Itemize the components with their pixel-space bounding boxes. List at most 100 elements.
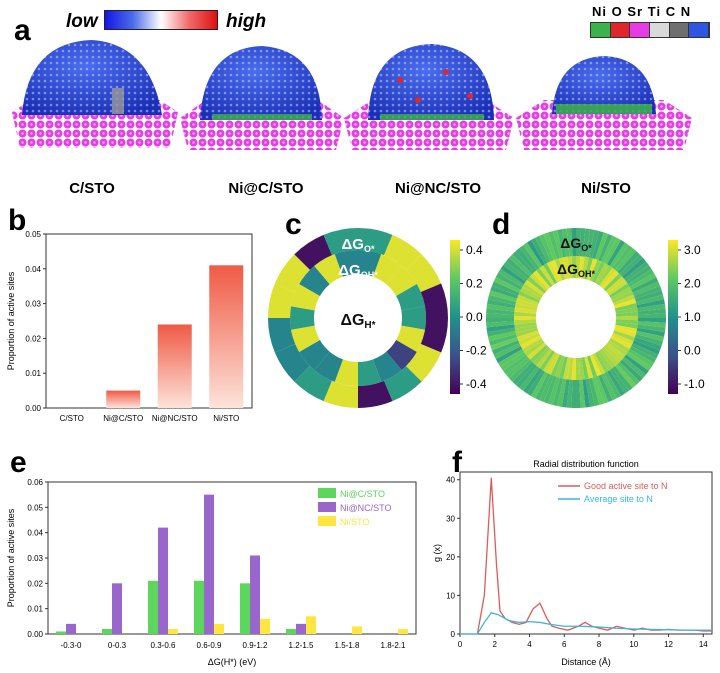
colorbar-tick-label: -0.2 [466,344,486,358]
polar-cell [598,233,613,262]
polar-cell [592,353,606,375]
polar-cell [615,315,638,321]
polar-d-rings [486,228,666,408]
polar-cell [548,376,560,405]
polar-cell [571,379,576,408]
chart-e-legend-swatch [318,502,336,512]
colorbar-tick-label: 0.0 [466,310,483,324]
chart-f-series-line [460,612,712,635]
polar-cell [543,263,558,285]
chart-e-xtick-label: 1.8-2.1 [381,641,406,650]
chart-e-ytick-label: 0.00 [27,630,43,639]
polar-cell [561,228,570,257]
chart-e-bar [158,527,168,634]
chart-e-bar [102,628,112,634]
polar-cell [609,338,630,353]
polar-cell [610,287,632,301]
polar-cell [605,276,625,294]
polar-cell [622,357,646,379]
chart-b-bar [106,390,141,408]
chart-b-xtick-label: Ni@C/STO [103,414,143,423]
polar-cell [563,256,571,279]
chart-f-ytick-label: 30 [446,514,455,523]
polar-cell [515,364,537,388]
polar-cell [604,371,621,399]
chart-e-bar [260,618,270,634]
polar-cell [626,351,652,371]
chart-b-bar [157,324,192,408]
polar-cell [635,294,665,306]
polar-cell [615,319,638,325]
polar-cell [519,245,540,270]
polar-cell [373,254,402,285]
polar-cell [314,351,343,382]
polar-cell [518,290,541,304]
energy-colorbar [104,10,218,30]
polar-cell [535,373,551,401]
polar-cell [509,254,533,277]
polar-cell [314,254,343,285]
structure-ni-c-sto [180,46,344,150]
polar-cell [627,349,654,368]
chart-e-bar [398,628,408,634]
polar-cell [548,231,560,260]
chart-f-ytick-label: 10 [446,591,455,600]
polar-cell [290,306,315,330]
chart-b-ytick-label: 0.05 [25,230,41,239]
polar-cell [603,273,623,292]
polar-cell [626,265,652,285]
polar-cell [491,340,520,355]
polar-cell [401,306,426,330]
polar-cell [607,340,628,357]
polar-cell [396,284,425,311]
colorbar-tick-label: -0.4 [466,377,486,391]
polar-cell [274,254,310,292]
polar-cell [634,334,663,346]
polar-c-rings [268,228,448,408]
structure-label-ni-nc-sto: Ni@NC/STO [394,180,482,197]
element-swatch-c [669,23,690,37]
panel-label-b: b [8,204,27,237]
polar-cell [514,322,537,329]
chart-f-xtick-label: 10 [629,640,638,649]
polar-cell [609,283,630,298]
polar-cell [601,235,617,263]
polar-cell [406,254,442,292]
polar-cell [550,259,563,282]
polar-cell [486,318,515,323]
chart-f-xtick-label: 14 [699,640,708,649]
c-label-inner: ΔGH* [340,312,375,331]
polar-cell [612,366,633,391]
polar-cell [567,357,574,380]
polar-cell [495,346,523,363]
chart-f-xtick-label: 4 [527,640,532,649]
polar-cell [358,228,393,256]
polar-cell [518,332,541,346]
panel-label-d: d [492,208,511,241]
polar-cell [543,375,557,404]
structure-c-sto [12,40,178,148]
polar-cell [486,308,515,315]
polar-cell [526,369,545,396]
polar-cell [598,374,613,403]
chart-f-xtick-label: 2 [493,640,498,649]
polar-cell [576,379,581,408]
polar-cell [571,228,576,257]
chart-e-bar [240,583,250,634]
polar-cell [558,257,568,280]
chart-f-xlabel: Distance (Å) [561,657,611,667]
polar-cell [489,334,518,346]
polar-cell [522,338,543,353]
polar-cell [558,356,568,379]
polar-cell [531,371,548,399]
polar-cell [498,268,525,287]
chart-b-xtick-label: Ni/STO [213,414,239,423]
polar-cell [384,366,422,402]
polar-cell [614,324,638,333]
polar-cell [567,256,574,279]
polar-cell [543,232,557,261]
polar-cell [523,368,543,394]
polar-cell [358,380,393,408]
polar-cell [607,279,628,296]
polar-cell [358,359,382,386]
